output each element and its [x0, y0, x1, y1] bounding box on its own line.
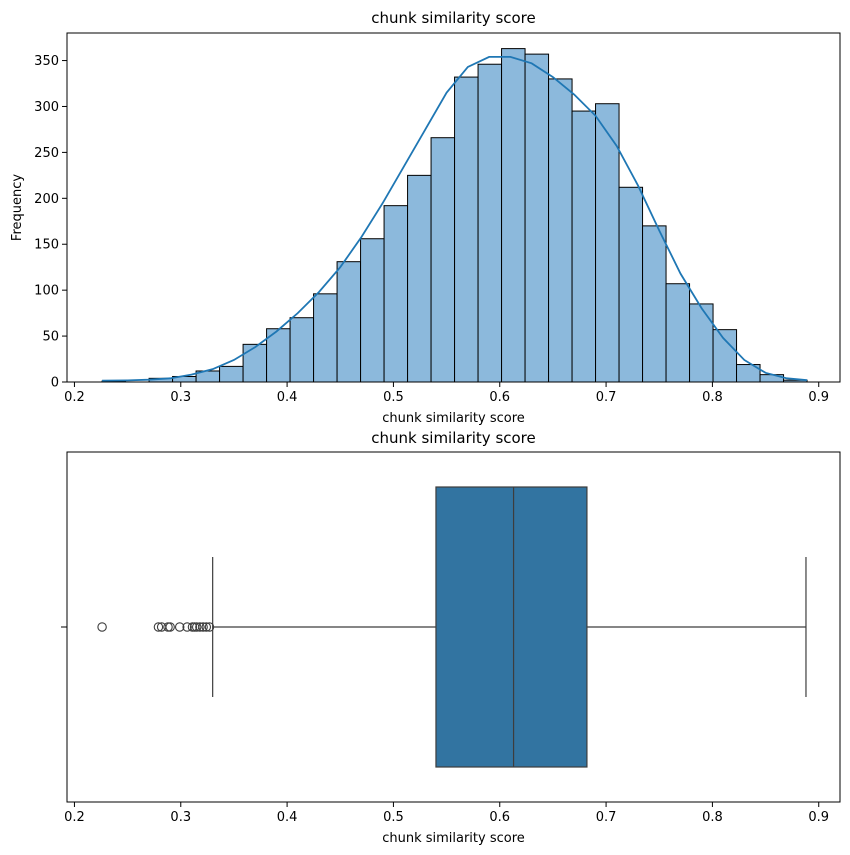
y-tick-label: 250 — [34, 146, 59, 161]
x-tick-label: 0.2 — [64, 390, 85, 405]
y-tick-label: 300 — [34, 100, 59, 115]
histogram-bar — [618, 186, 644, 383]
histogram-bar — [360, 238, 385, 383]
histogram-bar — [289, 317, 315, 383]
x-tick-label: 0.6 — [489, 810, 510, 825]
histogram-bar — [665, 283, 691, 383]
outlier-point — [195, 622, 205, 632]
outlier-point — [165, 622, 175, 632]
y-tick-label: 50 — [42, 330, 59, 345]
boxplot-panel: chunk similarity score 0.2 0.3 0.4 0.5 0.6 0.… — [61, 429, 841, 846]
x-tick-label: 0.5 — [383, 390, 404, 405]
x-tick-label: 0.7 — [596, 810, 617, 825]
x-tick-label: 0.9 — [808, 390, 829, 405]
x-tick-label: 0.9 — [808, 810, 829, 825]
histogram-bar — [242, 343, 268, 383]
histogram-bar — [689, 303, 714, 383]
kde-line — [102, 55, 808, 382]
histogram-panel: chunk similarity score 0.2 0.3 0.4 0.5 0.6 0.… — [10, 9, 841, 426]
outlier-point — [182, 622, 192, 632]
histogram-title: chunk similarity score — [371, 9, 536, 27]
histogram-bar — [548, 78, 573, 383]
outlier-point — [97, 622, 107, 632]
histogram-bar — [501, 48, 526, 383]
outlier-point — [201, 622, 212, 632]
histogram-bar — [571, 110, 597, 383]
histogram-bar — [477, 63, 503, 383]
histogram-bars — [101, 48, 808, 383]
x-tick-label: 0.8 — [702, 390, 723, 405]
x-tick-label: 0.2 — [64, 810, 85, 825]
boxplot-x-label: chunk similarity score — [382, 831, 525, 846]
x-tick-label: 0.4 — [277, 390, 298, 405]
histogram-bar — [642, 225, 667, 383]
histogram-bar — [313, 293, 338, 383]
histogram-bar — [524, 53, 550, 383]
y-tick-label: 350 — [34, 54, 59, 69]
histogram-bar — [407, 174, 432, 383]
outlier-point — [198, 622, 208, 632]
histogram-bar — [383, 205, 409, 383]
outlier-point — [174, 622, 185, 632]
histogram-x-ticks: 0.2 0.3 0.4 0.5 0.6 0.7 0.8 0.9 — [64, 382, 829, 405]
x-tick-label: 0.3 — [170, 810, 191, 825]
histogram-y-label: Frequency — [10, 174, 25, 241]
histogram-x-label: chunk similarity score — [382, 411, 525, 426]
x-tick-label: 0.5 — [383, 810, 404, 825]
x-tick-label: 0.6 — [489, 390, 510, 405]
outlier-point — [204, 622, 215, 632]
histogram-bar — [219, 365, 244, 383]
outlier-point — [191, 622, 202, 632]
outlier-point — [153, 622, 164, 632]
outlier-point — [163, 622, 173, 632]
boxplot-elements — [97, 486, 807, 768]
y-tick-label: 200 — [34, 192, 59, 207]
histogram-axes-frame — [66, 32, 841, 383]
x-tick-label: 0.3 — [170, 390, 191, 405]
histogram-y-ticks: 0 50 100 150 200 250 300 350 — [34, 54, 67, 391]
x-tick-label: 0.8 — [702, 810, 723, 825]
histogram-bar — [430, 137, 456, 383]
iqr-box — [435, 486, 588, 768]
y-tick-label: 100 — [34, 284, 59, 299]
histogram-bar — [712, 329, 738, 383]
x-tick-label: 0.7 — [596, 390, 617, 405]
x-tick-label: 0.4 — [277, 810, 298, 825]
histogram-bar — [336, 261, 362, 383]
y-tick-label: 0 — [51, 376, 59, 391]
y-tick-label: 150 — [34, 238, 59, 253]
boxplot-title: chunk similarity score — [371, 429, 536, 447]
histogram-bar — [454, 76, 479, 383]
boxplot-x-ticks: 0.2 0.3 0.4 0.5 0.6 0.7 0.8 0.9 — [64, 802, 829, 825]
